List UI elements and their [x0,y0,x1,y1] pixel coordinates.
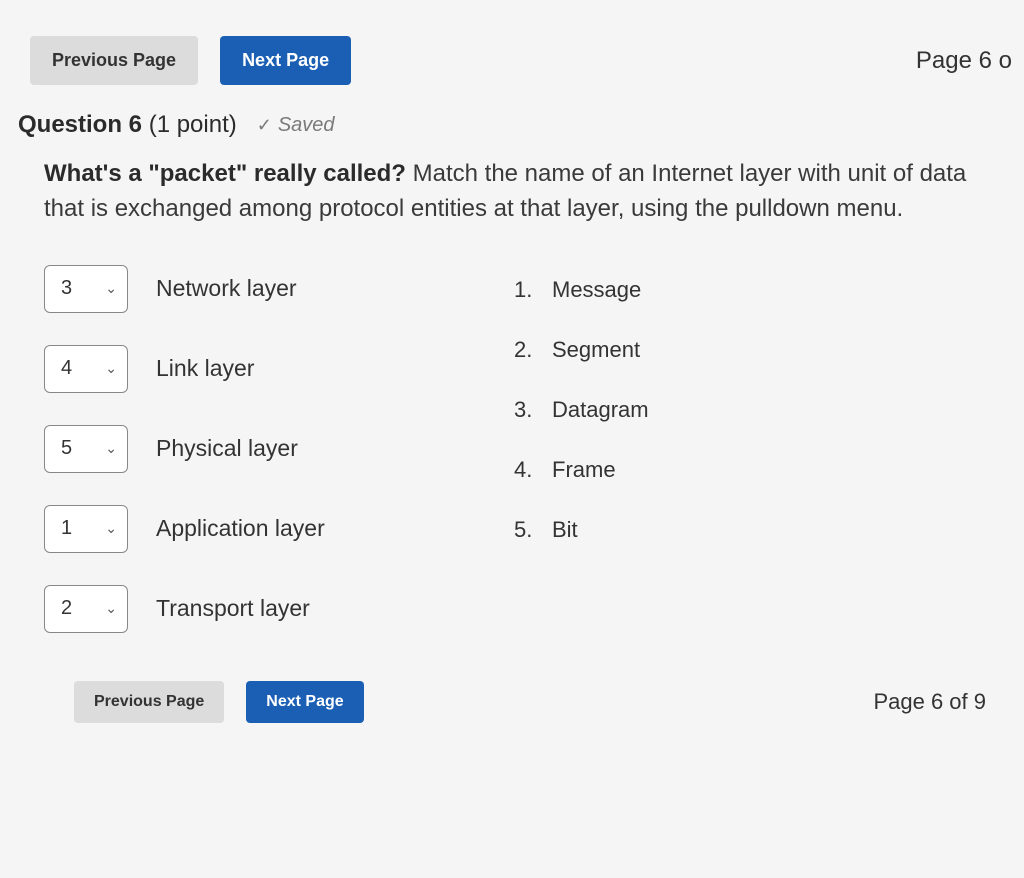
match-dropdown[interactable]: 2 ⌄ [44,585,128,633]
page-indicator-top: Page 6 o [916,47,1012,75]
dropdown-value: 4 [61,357,72,380]
saved-status: ✓ Saved [257,114,335,137]
bottom-nav-bar: Previous Page Next Page Page 6 of 9 [44,681,996,723]
option-item: 3. Datagram [514,397,996,423]
options-list: 1. Message 2. Segment 3. Datagram 4. Fra… [514,259,996,577]
match-row: 4 ⌄ Link layer [44,345,474,393]
chevron-down-icon: ⌄ [105,600,117,617]
question-header: Question 6 (1 point) ✓ Saved [18,111,1006,139]
option-number: 1. [514,277,538,303]
match-dropdown[interactable]: 1 ⌄ [44,505,128,553]
chevron-down-icon: ⌄ [105,520,117,537]
next-page-button[interactable]: Next Page [246,681,363,723]
question-prompt: What's a "packet" really called? Match t… [44,157,996,227]
match-dropdown[interactable]: 3 ⌄ [44,265,128,313]
option-item: 5. Bit [514,517,996,543]
question-number: Question 6 [18,111,142,138]
match-row-label: Network layer [156,275,297,302]
match-row: 2 ⌄ Transport layer [44,585,474,633]
next-page-button[interactable]: Next Page [220,36,351,85]
matching-grid: 3 ⌄ Network layer 4 ⌄ Link layer 5 ⌄ Phy… [44,259,996,633]
question-body: What's a "packet" really called? Match t… [18,157,1006,723]
option-number: 5. [514,517,538,543]
option-text: Datagram [552,397,649,423]
match-row-label: Application layer [156,515,325,542]
dropdown-value: 3 [61,277,72,300]
dropdown-value: 1 [61,517,72,540]
dropdown-value: 5 [61,437,72,460]
chevron-down-icon: ⌄ [105,280,117,297]
match-dropdown[interactable]: 4 ⌄ [44,345,128,393]
chevron-down-icon: ⌄ [105,360,117,377]
match-row: 5 ⌄ Physical layer [44,425,474,473]
match-row: 1 ⌄ Application layer [44,505,474,553]
option-text: Frame [552,457,616,483]
option-item: 1. Message [514,277,996,303]
match-row-label: Transport layer [156,595,310,622]
option-item: 4. Frame [514,457,996,483]
previous-page-button[interactable]: Previous Page [74,681,224,723]
option-number: 2. [514,337,538,363]
option-text: Bit [552,517,578,543]
previous-page-button[interactable]: Previous Page [30,36,198,85]
page-indicator-bottom: Page 6 of 9 [873,689,986,715]
match-row-label: Physical layer [156,435,298,462]
prompt-lead: What's a "packet" really called? [44,160,406,187]
match-row-label: Link layer [156,355,254,382]
option-text: Message [552,277,641,303]
check-icon: ✓ [257,115,272,136]
chevron-down-icon: ⌄ [105,440,117,457]
nav-buttons-top: Previous Page Next Page [30,36,351,85]
matching-rows: 3 ⌄ Network layer 4 ⌄ Link layer 5 ⌄ Phy… [44,259,474,633]
option-item: 2. Segment [514,337,996,363]
dropdown-value: 2 [61,597,72,620]
match-row: 3 ⌄ Network layer [44,265,474,313]
option-number: 3. [514,397,538,423]
question-points: (1 point) [149,111,237,138]
saved-label: Saved [278,114,335,137]
match-dropdown[interactable]: 5 ⌄ [44,425,128,473]
option-number: 4. [514,457,538,483]
nav-buttons-bottom: Previous Page Next Page [74,681,364,723]
top-nav-bar: Previous Page Next Page Page 6 o [30,36,1006,85]
option-text: Segment [552,337,640,363]
